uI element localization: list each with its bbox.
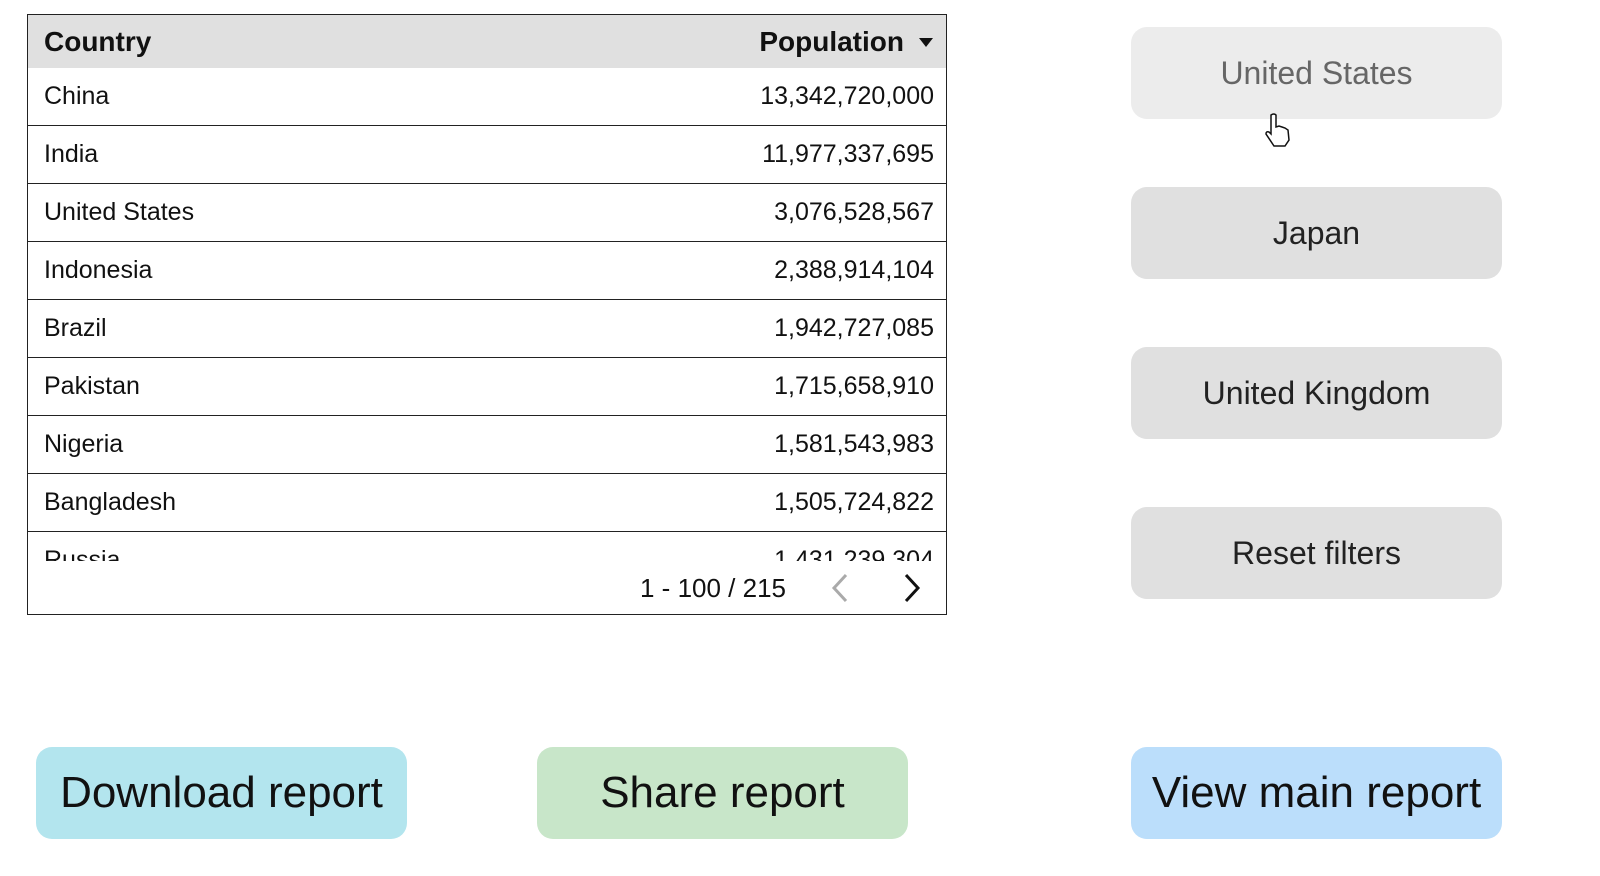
population-cell: 2,388,914,104 bbox=[774, 256, 934, 284]
cursor bbox=[1265, 113, 1290, 147]
table-row[interactable]: Nigeria 1,581,543,983 bbox=[28, 416, 946, 474]
population-cell: 11,977,337,695 bbox=[762, 140, 934, 168]
action-button[interactable]: Share report bbox=[537, 747, 908, 839]
country-cell: Nigeria bbox=[44, 430, 124, 458]
data-table: Country Population China 13,342,720,000 In… bbox=[27, 14, 947, 615]
table-row[interactable]: India 11,977,337,695 bbox=[28, 126, 946, 184]
country-cell: Pakistan bbox=[44, 372, 140, 400]
table-row[interactable]: Russia 1,431,239,304 bbox=[28, 532, 946, 561]
column-header[interactable]: Country bbox=[44, 25, 152, 57]
population-cell: 1,715,658,910 bbox=[774, 372, 934, 400]
population-cell: 3,076,528,567 bbox=[774, 198, 934, 226]
table-row[interactable]: Bangladesh 1,505,724,822 bbox=[28, 474, 946, 532]
filter-button[interactable]: Reset filters bbox=[1131, 507, 1502, 599]
table-row[interactable]: Pakistan 1,715,658,910 bbox=[28, 358, 946, 416]
page-range: 1 - 100 / 215 bbox=[640, 572, 786, 603]
country-cell: China bbox=[44, 82, 110, 110]
pagination: 1 - 100 / 215 bbox=[28, 562, 946, 614]
population-cell: 13,342,720,000 bbox=[760, 82, 934, 110]
population-cell: 1,942,727,085 bbox=[774, 314, 934, 342]
country-cell: United States bbox=[44, 198, 195, 226]
country-cell: Bangladesh bbox=[44, 488, 177, 516]
table-header: Country Population bbox=[28, 15, 946, 68]
table-body: China 13,342,720,000 India 11,977,337,695 Un… bbox=[28, 68, 946, 561]
table-row[interactable]: United States 3,076,528,567 bbox=[28, 184, 946, 242]
population-cell: 1,581,543,983 bbox=[774, 430, 934, 458]
country-cell: Brazil bbox=[44, 314, 107, 342]
population-cell: 1,505,724,822 bbox=[774, 488, 934, 516]
prev-page[interactable] bbox=[826, 571, 856, 605]
country-cell: Russia bbox=[44, 546, 121, 561]
filter-button[interactable]: United States bbox=[1131, 27, 1502, 119]
filter-button[interactable]: United Kingdom bbox=[1131, 347, 1502, 439]
action-button[interactable]: View main report bbox=[1131, 747, 1502, 839]
table-row[interactable]: Brazil 1,942,727,085 bbox=[28, 300, 946, 358]
population-cell: 1,431,239,304 bbox=[774, 546, 934, 561]
table-row[interactable]: China 13,342,720,000 bbox=[28, 68, 946, 126]
action-button[interactable]: Download report bbox=[36, 747, 407, 839]
column-header[interactable]: Population bbox=[759, 26, 946, 58]
filter-button[interactable]: Japan bbox=[1131, 187, 1502, 279]
country-cell: India bbox=[44, 140, 99, 168]
country-cell: Indonesia bbox=[44, 256, 153, 284]
sort-icon bbox=[919, 37, 933, 47]
column-title: Population bbox=[759, 25, 904, 57]
next-page[interactable] bbox=[896, 571, 926, 605]
table-row[interactable]: Indonesia 2,388,914,104 bbox=[28, 242, 946, 300]
